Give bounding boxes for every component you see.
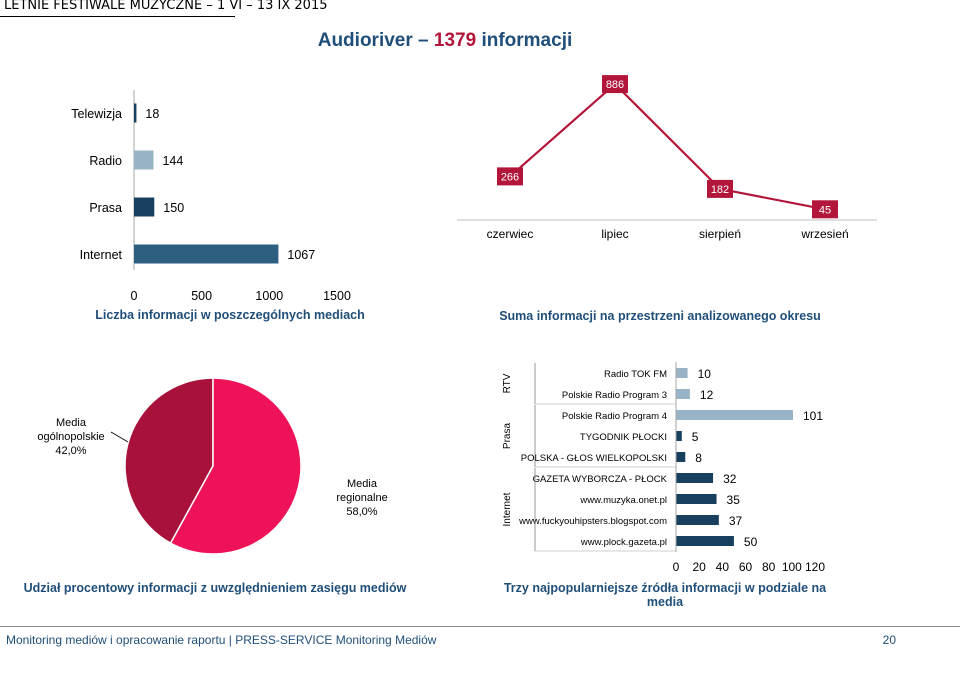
chart4-value-label-tygodnik-p-ocki: 5 (692, 430, 699, 444)
chart4-bar-www-fuckyouhipsters-blogspot-com (676, 515, 719, 525)
chart1-value-label-radio: 144 (162, 154, 183, 168)
chart3-slice-media-og-lnopolskie (124, 377, 214, 545)
chart4-tick-120: 120 (805, 560, 825, 574)
chart1-category-internet: Internet (80, 248, 123, 262)
chart1-category-radio: Radio (89, 154, 122, 168)
chart4-bar-gazeta-wyborcza-p-ock (676, 473, 714, 483)
chart1-category-prasa: Prasa (89, 201, 122, 215)
chart3-label-regional-line1: Media (347, 478, 378, 490)
chart4-value-label-www-fuckyouhipsters-blogspot-com: 37 (729, 514, 743, 528)
chart1-bar-internet (134, 244, 279, 264)
chart4-group-label-internet: Internet (502, 492, 513, 526)
chart4-bar-polska-g-os-wielkopolski (676, 452, 686, 462)
chart4-category-polskie-radio-program-3: Polskie Radio Program 3 (562, 390, 667, 401)
chart4-tick-80: 80 (762, 560, 776, 574)
chart4-category-polskie-radio-program-4: Polskie Radio Program 4 (562, 411, 667, 422)
chart4-value-label-gazeta-wyborcza-p-ock: 32 (723, 472, 737, 486)
chart4-value-label-radio-tok-fm: 10 (698, 367, 712, 381)
chart1-tick-1000: 1000 (255, 289, 283, 303)
chart1-tick-500: 500 (191, 289, 212, 303)
footer-text: Monitoring mediów i opracowanie raportu … (6, 633, 437, 647)
chart4-value-label-polskie-radio-program-4: 101 (803, 409, 823, 423)
chart4-category-tygodnik-p-ocki: TYGODNIK PŁOCKI (580, 432, 667, 443)
chart4-tick-100: 100 (782, 560, 802, 574)
chart2-caption: Suma informacji na przestrzeni analizowa… (499, 309, 821, 323)
chart4-category-www-fuckyouhipsters-blogspot-com: www.fuckyouhipsters.blogspot.com (518, 516, 667, 527)
chart4-bar-polskie-radio-program-3 (676, 389, 690, 399)
chart4-tick-0: 0 (673, 560, 680, 574)
footer: Monitoring mediów i opracowanie raportu … (0, 626, 960, 653)
chart2-data-label-box-czerwiec (497, 167, 523, 186)
chart3-value-label-regionalne: 58,0% (346, 506, 377, 518)
chart2-data-label-box-wrzesie (812, 200, 838, 219)
chart4-category-gazeta-wyborcza-p-ock: GAZETA WYBORCZA - PŁOCK (533, 474, 668, 485)
chart4-value-label-polskie-radio-program-3: 12 (700, 388, 714, 402)
chart4-bar-www-muzyka-onet-pl (676, 494, 717, 504)
page-title: Audioriver – 1379 informacji (0, 30, 890, 52)
chart1-bar-prasa (134, 197, 155, 217)
chart1-caption: Liczba informacji w poszczególnych media… (95, 308, 365, 322)
chart2-data-label-sierpie: 182 (711, 184, 729, 196)
chart1-bar-telewizja (134, 103, 137, 123)
chart2-tick-czerwiec: czerwiec (487, 227, 534, 241)
chart4-tick-40: 40 (716, 560, 730, 574)
chart4-bar-polskie-radio-program-4 (676, 410, 793, 420)
chart3-leader-line (110, 431, 129, 443)
chart4-value-label-www-muzyka-onet-pl: 35 (727, 493, 741, 507)
chart3-label-line2: ogólnopolskie (37, 431, 104, 443)
title-accent-count: 1379 (433, 30, 477, 51)
chart1-tick-1500: 1500 (323, 289, 351, 303)
chart3-label-regional-line2: regionalne (336, 492, 387, 504)
chart2-tick-lipiec: lipiec (601, 227, 628, 241)
chart4-tick-20: 20 (692, 560, 706, 574)
chart1-tick-0: 0 (131, 289, 138, 303)
page-number: 20 (882, 633, 896, 647)
chart2-data-label-box-sierpie (707, 179, 733, 198)
chart3-slice-media-regionalne (169, 377, 302, 555)
chart4-category-www-plock-gazeta-pl: www.plock.gazeta.pl (580, 537, 667, 548)
chart4-category-www-muzyka-onet-pl: www.muzyka.onet.pl (579, 495, 667, 506)
chart4-tick-60: 60 (739, 560, 753, 574)
chart4-bar-www-plock-gazeta-pl (676, 536, 734, 546)
chart1-bar-radio (134, 150, 154, 170)
chart1-value-label-prasa: 150 (163, 201, 184, 215)
chart3-label-line1: Media (56, 417, 87, 429)
chart2-data-label-box-lipiec (602, 75, 628, 94)
chart3-value-label-ogolnopolskie: 42,0% (55, 445, 86, 457)
header-text: LETNIE FESTIWALE MUZYCZNE – 1 VI – 13 IX… (4, 0, 328, 13)
chart4-group-label-prasa: Prasa (502, 423, 513, 450)
chart4-caption: Trzy najpopularniejsze źródła informacji… (503, 581, 827, 609)
chart2-series-line (509, 82, 826, 211)
chart2-data-label-wrzesie: 45 (819, 204, 831, 216)
chart2-data-label-czerwiec: 266 (501, 171, 519, 183)
chart4-bar-tygodnik-p-ocki (676, 431, 682, 441)
chart1-value-label-internet: 1067 (287, 248, 315, 262)
chart2-data-label-lipiec: 886 (606, 79, 624, 91)
chart1-category-telewizja: Telewizja (71, 107, 122, 121)
chart3-caption: Udział procentowy informacji z uwzględni… (23, 581, 407, 595)
chart4-category-radio-tok-fm: Radio TOK FM (604, 369, 667, 380)
chart4-group-label-rtv: RTV (502, 373, 513, 393)
title-suffix: informacji (476, 30, 573, 51)
chart2-tick-wrzesie: wrzesień (800, 227, 848, 241)
chart4-bar-radio-tok-fm (676, 368, 688, 378)
chart2-tick-sierpie: sierpień (699, 227, 741, 241)
chart4-value-label-polska-g-os-wielkopolski: 8 (695, 451, 702, 465)
title-prefix: Audioriver – (317, 30, 434, 51)
chart1-value-label-telewizja: 18 (145, 107, 159, 121)
chart4-value-label-www-plock-gazeta-pl: 50 (744, 535, 758, 549)
header-rule (0, 16, 235, 17)
chart4-category-polska-g-os-wielkopolski: POLSKA - GŁOS WIELKOPOLSKI (521, 453, 667, 464)
